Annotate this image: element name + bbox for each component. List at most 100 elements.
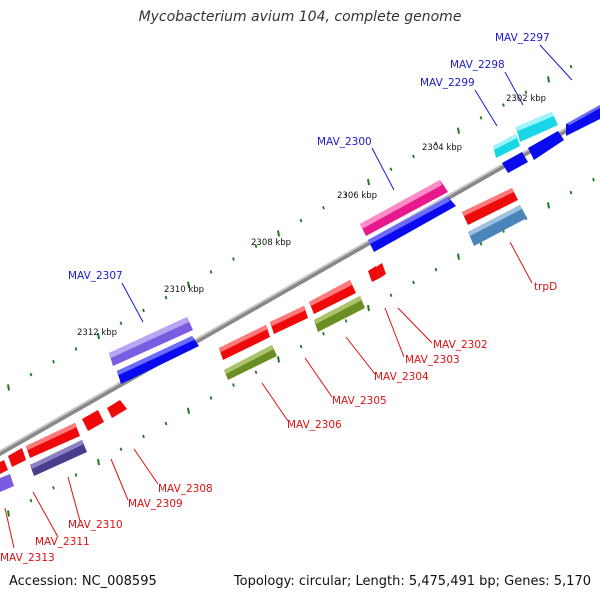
tick-mark	[322, 205, 325, 210]
leader-mav2309	[110, 458, 129, 501]
gene-label-mav2313[interactable]: MAV_2313	[0, 552, 55, 564]
tick-mark	[524, 90, 528, 94]
gene-label-mav2300[interactable]: MAV_2300	[317, 136, 372, 148]
leader-mav2305	[304, 357, 333, 398]
gene-label-mav2311[interactable]: MAV_2311	[35, 536, 90, 548]
tick-mark	[119, 447, 123, 452]
gene-label-mav2307[interactable]: MAV_2307	[68, 270, 123, 282]
tick-mark	[412, 280, 415, 285]
tick-mark	[299, 344, 303, 349]
gene-label-mav2306[interactable]: MAV_2306	[287, 419, 342, 431]
gene-mav2298-b[interactable]	[528, 131, 564, 160]
gene-label-mav2297[interactable]: MAV_2297	[495, 32, 550, 44]
tick-mark	[434, 141, 438, 146]
gene-mav2299[interactable]	[493, 134, 520, 158]
gene-label-mav2303[interactable]: MAV_2303	[405, 354, 460, 366]
tick-mark	[502, 103, 505, 107]
gene-mav2308[interactable]	[107, 400, 127, 418]
gene-mav2305-top	[270, 306, 306, 326]
tick-mark	[119, 321, 123, 326]
gene-mav2300-b[interactable]	[368, 197, 456, 252]
gene-label-mav2309[interactable]: MAV_2309	[128, 498, 183, 510]
gene-label-mav2308[interactable]: MAV_2308	[158, 483, 213, 495]
tick-mark	[299, 218, 303, 223]
gene-mav2303[interactable]	[376, 263, 386, 278]
gene-label-mav2298[interactable]: MAV_2298	[450, 59, 505, 71]
gene-mav2300-top	[360, 180, 442, 229]
accession-text: Accession: NC_008595	[9, 574, 157, 589]
tick-mark	[142, 434, 145, 439]
gene-trpd-b[interactable]	[468, 205, 527, 246]
tick-marks	[7, 64, 595, 517]
gene-mav2298[interactable]	[516, 112, 558, 142]
tick-mark	[254, 244, 258, 249]
tick-mark	[187, 281, 190, 288]
leader-mav2313	[4, 507, 15, 549]
gene-mav2310-top	[26, 423, 77, 450]
gene-label-mav2310[interactable]: MAV_2310	[68, 519, 123, 531]
gene-trpd-b-top	[468, 205, 522, 236]
tick-mark	[29, 498, 33, 503]
kbp-scale-labels: 2302 kbp 2304 kbp 2306 kbp 2308 kbp 2310…	[77, 94, 546, 338]
tick-mark	[412, 154, 415, 159]
gene-mav2304-b-top	[314, 296, 362, 324]
leader-mav2304	[345, 336, 376, 375]
gene-label-mav2305[interactable]: MAV_2305	[332, 395, 387, 407]
tick-mark	[52, 485, 55, 490]
gene-label-mav2304[interactable]: MAV_2304	[374, 371, 429, 383]
gene-mav2300-b-top	[368, 197, 450, 244]
tick-mark	[479, 242, 483, 246]
leader-mav2302	[397, 307, 433, 344]
tick-mark	[367, 178, 370, 186]
reverse-genes	[0, 188, 527, 492]
gene-label-trpd[interactable]: trpD	[534, 281, 557, 293]
gene-mav2313[interactable]	[0, 460, 8, 474]
gene-label-mav2299[interactable]: MAV_2299	[420, 77, 475, 89]
gene-mav2307-b-top	[117, 336, 194, 375]
tick-mark	[479, 116, 483, 120]
tick-mark	[254, 370, 258, 375]
leader-mav2300	[371, 147, 395, 191]
gene-mav2297-top	[566, 105, 600, 125]
gene-mav2313-b[interactable]	[0, 474, 14, 492]
gene-mav2307-b[interactable]	[117, 336, 199, 384]
kbp-label: 2312 kbp	[77, 328, 117, 338]
genome-backbone	[0, 107, 600, 457]
bottom-leaders	[4, 241, 533, 549]
tick-mark	[164, 421, 168, 426]
leader-mav2310	[67, 476, 81, 522]
tick-mark	[457, 127, 460, 134]
kbp-label: 2306 kbp	[337, 191, 377, 201]
tick-mark	[209, 270, 213, 274]
leader-mav2299	[474, 89, 498, 127]
gene-mav2306-b-top	[224, 345, 274, 374]
tick-mark	[164, 295, 168, 300]
tick-mark	[74, 347, 78, 351]
tick-mark	[74, 473, 78, 477]
gene-mav2302[interactable]	[368, 266, 380, 282]
tick-mark	[547, 76, 550, 83]
tick-mark	[232, 383, 235, 387]
tick-mark	[389, 293, 393, 298]
tick-mark	[232, 257, 235, 261]
tick-mark	[457, 253, 460, 260]
tick-mark	[52, 359, 55, 364]
gene-mav2300[interactable]	[360, 180, 448, 236]
tick-mark	[29, 372, 33, 377]
gene-mav2309[interactable]	[82, 410, 104, 431]
leader-mav2308	[133, 448, 159, 485]
kbp-label: 2302 kbp	[506, 94, 546, 104]
leader-mav2297	[539, 44, 573, 81]
tick-mark	[97, 332, 100, 340]
tick-mark	[344, 319, 348, 323]
genome-summary-text: Topology: circular; Length: 5,475,491 bp…	[233, 574, 591, 589]
tick-mark	[569, 64, 573, 69]
tick-mark	[277, 356, 280, 363]
tick-mark	[434, 267, 438, 272]
gene-label-mav2302[interactable]: MAV_2302	[433, 339, 488, 351]
gene-trpd-top	[462, 188, 514, 216]
gene-trpd[interactable]	[462, 188, 518, 225]
gene-mav2299-b[interactable]	[502, 152, 528, 173]
gene-mav2311[interactable]	[8, 448, 26, 467]
bottom-gene-labels: trpD MAV_2302 MAV_2303 MAV_2304 MAV_2305…	[0, 281, 557, 564]
